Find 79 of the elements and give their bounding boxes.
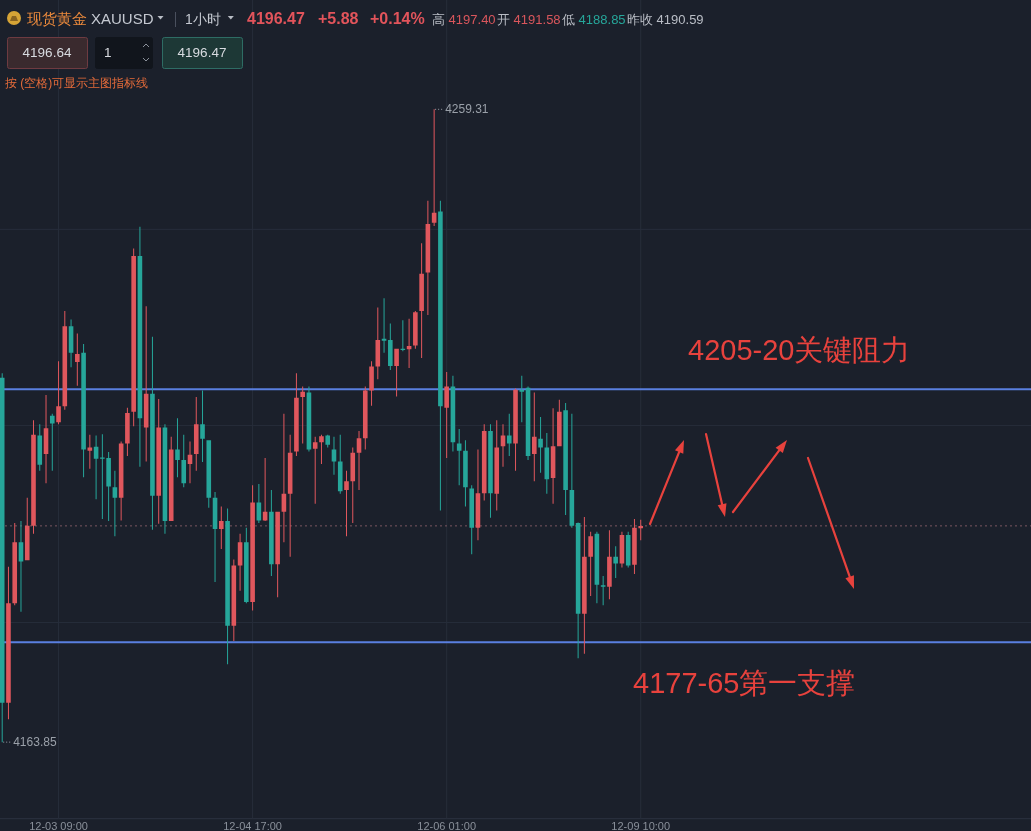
candlestick [37, 424, 43, 471]
candlestick [75, 333, 80, 386]
annotation: +0.14% [370, 9, 425, 27]
text: 现货黄金 [27, 9, 87, 27]
candlestick [131, 248, 136, 427]
candlestick [513, 388, 518, 471]
candlestick [381, 298, 387, 353]
candlestick [519, 375, 525, 423]
annotation: 1小时 [185, 10, 221, 27]
candlestick [49, 413, 55, 471]
candlestick [600, 576, 606, 606]
candlestick [87, 434, 93, 469]
candlestick [275, 511, 280, 598]
annotation: 4259.31 [445, 102, 489, 117]
candlestick [388, 323, 393, 370]
candlestick [31, 420, 36, 534]
candlestick [181, 434, 187, 488]
candlestick [362, 386, 368, 450]
candlestick [632, 519, 637, 575]
candlestick [350, 447, 356, 524]
candlestick [150, 336, 155, 530]
candlestick [607, 530, 612, 600]
candlestick [344, 470, 349, 537]
candlestick [588, 531, 593, 596]
candlestick [12, 523, 18, 606]
candlestick [406, 318, 412, 368]
candlestick [24, 497, 30, 561]
candlestick [463, 440, 468, 507]
x-tick-label: 12-09 10:00 [611, 819, 671, 831]
x-tick-label: 12-04 17:00 [223, 819, 282, 831]
candlestick [438, 200, 443, 511]
candlestick [168, 436, 174, 522]
candlestick [0, 373, 5, 743]
candlestick [225, 508, 230, 665]
candlestick [156, 399, 161, 524]
candlestick [538, 416, 543, 473]
x-tick-label: 12-03 09:00 [29, 819, 88, 831]
candlestick [582, 517, 587, 654]
candlestick [175, 418, 180, 478]
candlestick [206, 440, 212, 508]
annotation: 4196.64 [22, 45, 72, 60]
candlestick [481, 424, 487, 501]
candlestick [419, 243, 424, 358]
candlestick [494, 420, 500, 511]
candlestick [244, 527, 249, 604]
candlestick [193, 397, 199, 471]
candlestick [532, 392, 537, 482]
candlestick [431, 109, 437, 227]
candlestick [6, 566, 11, 720]
candlestick [337, 434, 343, 494]
annotation: 昨收 4190.59 [627, 11, 704, 27]
candlestick [250, 485, 255, 611]
ref-line-label: 4177-65第一支撑 [633, 667, 856, 700]
candlestick [563, 403, 568, 516]
x-tick-label: 12-06 01:00 [417, 819, 477, 831]
candlestick [312, 436, 318, 504]
candlestick [56, 361, 61, 425]
annotation: 低 4188.85 [562, 11, 626, 27]
annotation: 4163.85 [13, 735, 57, 750]
candlestick [613, 546, 618, 579]
candlestick [400, 320, 406, 352]
annotation: 高 4197.40 [432, 11, 496, 27]
annotation: 1 [104, 45, 112, 60]
candlestick [444, 371, 449, 459]
candlestick [488, 424, 493, 518]
ref-line-label: 4205-20关键阻力 [688, 334, 911, 367]
text: XAUUSD [91, 9, 154, 27]
candlestick [300, 386, 305, 444]
candlestick [394, 348, 399, 397]
annotation: 4196.47 [247, 9, 305, 27]
candlestick [219, 506, 224, 549]
annotation: 4196.47 [177, 45, 227, 60]
annotation: +5.88 [318, 9, 359, 27]
annotation: 按 (空格)可显示主图指标线 [5, 75, 149, 90]
candlestick [200, 390, 205, 463]
candlestick [319, 434, 324, 465]
candlestick [269, 489, 274, 577]
annotation: 开 4191.58 [497, 11, 561, 27]
candlestick [469, 485, 474, 555]
